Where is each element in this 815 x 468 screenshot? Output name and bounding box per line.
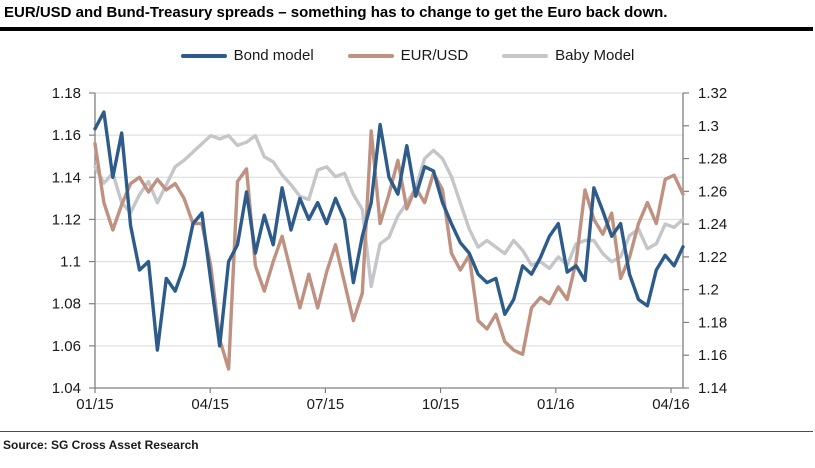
svg-text:01/15: 01/15	[76, 396, 114, 413]
svg-text:10/15: 10/15	[422, 396, 460, 413]
svg-text:1.22: 1.22	[698, 249, 727, 266]
svg-text:1.26: 1.26	[698, 183, 727, 200]
chart-legend: Bond model EUR/USD Baby Model	[0, 47, 815, 64]
svg-text:1.28: 1.28	[698, 151, 727, 168]
svg-text:1.32: 1.32	[698, 85, 727, 102]
legend-item-baby-model: Baby Model	[502, 47, 634, 64]
svg-text:1.16: 1.16	[52, 127, 81, 144]
source-note: Source: SG Cross Asset Research	[3, 438, 199, 452]
legend-label: Bond model	[233, 47, 314, 64]
chart-title: EUR/USD and Bund-Treasury spreads – some…	[4, 4, 668, 21]
line-chart-plot: 1.18 1.16 1.14 1.12 1.1 1.08 1.06 1.04 1.32 1.3 1.…	[52, 85, 727, 413]
footer-divider	[0, 431, 813, 432]
svg-text:1.18: 1.18	[52, 85, 81, 102]
legend-label: Baby Model	[555, 47, 635, 64]
svg-text:1.16: 1.16	[698, 347, 727, 364]
eurusd-line-swatch	[347, 53, 394, 58]
svg-text:1.04: 1.04	[52, 380, 81, 397]
bond-model-line-swatch	[180, 53, 227, 58]
svg-text:1.14: 1.14	[52, 169, 81, 186]
title-underline-bar	[0, 27, 813, 31]
svg-text:04/16: 04/16	[652, 396, 690, 413]
svg-text:07/15: 07/15	[307, 396, 345, 413]
legend-item-eurusd: EUR/USD	[347, 47, 469, 64]
svg-text:1.08: 1.08	[52, 296, 81, 313]
legend-label: EUR/USD	[400, 47, 469, 64]
svg-text:04/15: 04/15	[191, 396, 229, 413]
svg-text:1.2: 1.2	[698, 282, 719, 299]
svg-text:1.06: 1.06	[52, 338, 81, 355]
svg-text:1.12: 1.12	[52, 211, 81, 228]
svg-text:1.1: 1.1	[60, 254, 81, 271]
baby-model-line-swatch	[502, 53, 549, 58]
svg-text:1.18: 1.18	[698, 314, 727, 331]
legend-item-bond-model: Bond model	[180, 47, 314, 64]
svg-text:1.14: 1.14	[698, 380, 727, 397]
svg-text:01/16: 01/16	[537, 396, 575, 413]
svg-text:1.24: 1.24	[698, 216, 727, 233]
svg-text:1.3: 1.3	[698, 118, 719, 135]
